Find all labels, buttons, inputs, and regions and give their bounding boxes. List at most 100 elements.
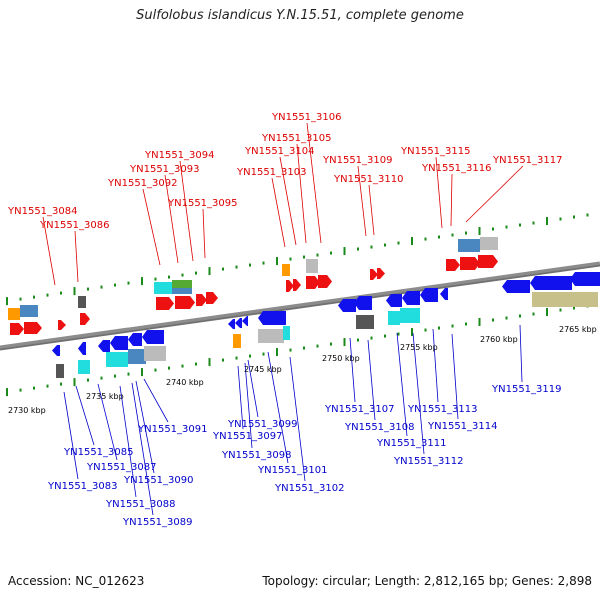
reverse-leader-line — [63, 391, 79, 480]
forward-gene-arrow — [318, 275, 332, 288]
feature-box — [233, 334, 241, 348]
guide-dot — [100, 285, 103, 289]
guide-dot — [249, 354, 251, 358]
guide-dot — [208, 358, 211, 367]
guide-dot — [60, 382, 62, 386]
guide-dot — [19, 388, 22, 392]
forward-gene-arrow — [196, 294, 207, 306]
scale-tick-label: 2755 kbp — [400, 343, 438, 352]
reverse-gene-arrow — [242, 316, 248, 326]
scale-tick-label: 2730 kbp — [8, 406, 46, 415]
guide-dot — [168, 275, 170, 279]
reverse-gene-label: YN1551_3108 — [344, 422, 415, 433]
genome-axis-shadow — [0, 264, 600, 351]
reverse-gene-label: YN1551_3097 — [212, 431, 283, 442]
guide-dot — [519, 223, 521, 227]
guide-dot — [235, 356, 238, 360]
reverse-leader-line — [267, 351, 289, 464]
guide-dot — [262, 352, 265, 356]
guide-dot — [262, 261, 265, 265]
reverse-gene-arrow — [110, 336, 128, 350]
feature-box — [20, 305, 38, 317]
reverse-leader-line — [244, 362, 253, 449]
guide-dot — [154, 368, 157, 372]
reverse-gene-label: YN1551_3083 — [47, 481, 118, 492]
guide-dot — [195, 362, 197, 366]
forward-gene-label: YN1551_3115 — [400, 146, 471, 157]
forward-gene-arrow — [370, 269, 378, 280]
guide-dot — [87, 378, 89, 382]
reverse-gene-arrow — [386, 294, 402, 307]
forward-gene-arrow — [446, 259, 460, 271]
reverse-leader-line — [119, 385, 137, 498]
forward-leader-line — [465, 165, 524, 223]
reverse-gene-label: YN1551_3099 — [227, 419, 298, 430]
feature-box — [78, 360, 90, 374]
guide-dot — [519, 314, 521, 318]
forward-leader-line — [435, 156, 443, 229]
reverse-gene-arrow — [530, 276, 572, 290]
guide-dot — [127, 372, 130, 376]
feature-box — [283, 326, 290, 340]
reverse-gene-label: YN1551_3089 — [122, 517, 193, 528]
guide-dot — [411, 237, 413, 246]
forward-leader-line — [306, 122, 322, 244]
reverse-leader-line — [135, 380, 155, 474]
guide-dot — [154, 277, 157, 281]
guide-dot — [438, 326, 440, 330]
forward-gene-arrow — [175, 296, 195, 309]
guide-dot — [87, 287, 89, 291]
reverse-gene-arrow — [354, 296, 372, 310]
forward-gene-arrow — [80, 313, 90, 325]
forward-gene-label: YN1551_3109 — [322, 155, 393, 166]
reverse-gene-label: YN1551_3101 — [257, 465, 328, 476]
forward-gene-arrow — [24, 322, 42, 334]
forward-gene-label: YN1551_3116 — [421, 163, 492, 174]
genome-title: Sulfolobus islandicus Y.N.15.51, complet… — [136, 8, 464, 23]
forward-gene-label: YN1551_3095 — [167, 198, 238, 209]
guide-dot — [316, 253, 319, 257]
forward-leader-line — [271, 177, 286, 248]
guide-dot — [478, 318, 481, 327]
reverse-gene-arrow — [338, 299, 356, 312]
reverse-leader-line — [131, 382, 154, 516]
forward-gene-label: YN1551_3094 — [144, 150, 215, 161]
guide-dot — [249, 263, 251, 267]
guide-dot — [424, 237, 427, 241]
forward-gene-arrow — [58, 320, 66, 330]
reverse-gene-arrow — [440, 288, 448, 300]
reverse-gene-label: YN1551_3107 — [324, 404, 395, 415]
forward-gene-arrow — [460, 257, 480, 270]
reverse-gene-arrow — [402, 291, 420, 305]
guide-dot — [289, 257, 292, 261]
guide-dot — [492, 318, 494, 322]
accession-text: Accession: NC_012623 — [8, 574, 145, 588]
reverse-gene-label: YN1551_3113 — [407, 404, 478, 415]
reverse-gene-arrow — [98, 340, 110, 352]
reverse-gene-arrow — [128, 333, 142, 346]
feature-box — [532, 292, 598, 307]
forward-gene-arrow — [293, 279, 301, 291]
guide-dot — [397, 332, 400, 336]
forward-guide-row — [6, 213, 589, 306]
reverse-gene-label: YN1551_3114 — [427, 421, 498, 432]
forward-leader-line — [74, 230, 79, 283]
reverse-gene-arrow — [570, 272, 600, 286]
feature-box — [480, 237, 498, 250]
reverse-gene-label: YN1551_3088 — [105, 499, 176, 510]
genome-axis — [0, 261, 600, 351]
reverse-gene-label: YN1551_3085 — [63, 447, 134, 458]
guide-dot — [60, 291, 62, 295]
reverse-leader-line — [519, 324, 523, 383]
reverse-leader-line — [349, 337, 356, 403]
forward-gene-label: YN1551_3104 — [244, 146, 315, 157]
guide-dot — [451, 233, 454, 237]
guide-dot — [343, 338, 346, 347]
feature-box — [8, 308, 20, 320]
reverse-gene-arrow — [258, 311, 286, 325]
guide-dot — [181, 273, 184, 277]
feature-box — [154, 282, 172, 294]
forward-gene-label: YN1551_3105 — [261, 133, 332, 144]
feature-box — [282, 264, 290, 276]
